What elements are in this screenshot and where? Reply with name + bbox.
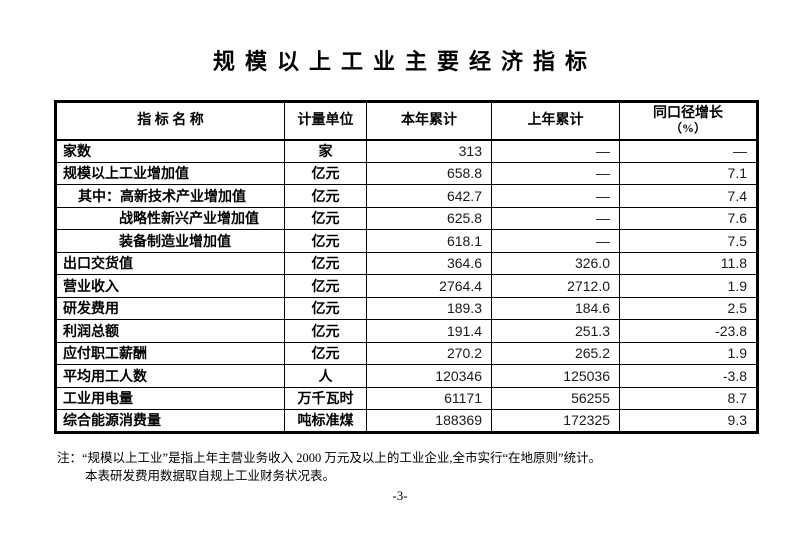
previous-year-cell: 2712.0 <box>491 274 620 298</box>
table-row: 家数 家 313 — — <box>55 139 758 163</box>
growth-rate-cell: -23.8 <box>619 319 758 343</box>
header-unit: 计量单位 <box>284 101 367 141</box>
growth-rate-cell: 7.4 <box>619 184 758 208</box>
growth-rate-cell: -3.8 <box>619 364 758 388</box>
previous-year-cell: — <box>491 139 620 163</box>
header-current-year: 本年累计 <box>366 101 492 141</box>
table-body: 家数 家 313 — — 规模以上工业增加值 亿元 658.8 — 7.1 其中… <box>55 139 758 433</box>
table-row: 出口交货值 亿元 364.6 326.0 11.8 <box>55 251 758 275</box>
table-row: 营业收入 亿元 2764.4 2712.0 1.9 <box>55 274 758 298</box>
unit-cell: 亿元 <box>284 341 367 365</box>
current-year-cell: 189.3 <box>366 296 492 320</box>
growth-rate-cell: 7.1 <box>619 161 758 185</box>
unit-cell: 亿元 <box>284 184 367 208</box>
table-row: 其中：高新技术产业增加值 亿元 642.7 — 7.4 <box>55 184 758 208</box>
previous-year-cell: — <box>491 161 620 185</box>
unit-cell: 亿元 <box>284 319 367 343</box>
indicator-name-cell: 其中：高新技术产业增加值 <box>55 184 285 208</box>
table-row: 装备制造业增加值 亿元 618.1 — 7.5 <box>55 229 758 253</box>
indicator-name-cell: 利润总额 <box>55 319 285 343</box>
growth-rate-cell: 2.5 <box>619 296 758 320</box>
unit-cell: 亿元 <box>284 274 367 298</box>
current-year-cell: 188369 <box>366 409 492 433</box>
unit-cell: 吨标准煤 <box>284 409 367 433</box>
unit-cell: 亿元 <box>284 206 367 230</box>
indicator-name-cell: 战略性新兴产业增加值 <box>55 206 285 230</box>
page-title: 规模以上工业主要经济指标 <box>212 49 597 74</box>
unit-cell: 亿元 <box>284 229 367 253</box>
footnote-line-2: 本表研发费用数据取自规上工业财务状况表。 <box>85 469 336 483</box>
header-growth-rate: 同口径增长 （%） <box>619 101 758 141</box>
page-number: -3- <box>392 488 408 503</box>
unit-cell: 亿元 <box>284 296 367 320</box>
indicator-name-cell: 平均用工人数 <box>55 364 285 388</box>
header-growth-percent: （%） <box>669 120 706 135</box>
indicators-table: 指 标 名 称 计量单位 本年累计 上年累计 同口径增长 （%） 家数 家 31… <box>54 100 759 434</box>
previous-year-cell: 172325 <box>491 409 620 433</box>
unit-cell: 家 <box>284 139 367 163</box>
table-row: 战略性新兴产业增加值 亿元 625.8 — 7.6 <box>55 206 758 230</box>
table-row: 研发费用 亿元 189.3 184.6 2.5 <box>55 296 758 320</box>
growth-rate-cell: — <box>619 139 758 163</box>
unit-cell: 亿元 <box>284 251 367 275</box>
current-year-cell: 61171 <box>366 386 492 410</box>
current-year-cell: 625.8 <box>366 206 492 230</box>
current-year-cell: 2764.4 <box>366 274 492 298</box>
growth-rate-cell: 7.5 <box>619 229 758 253</box>
table-row: 应付职工薪酬 亿元 270.2 265.2 1.9 <box>55 341 758 365</box>
indicator-name-cell: 研发费用 <box>55 296 285 320</box>
growth-rate-cell: 9.3 <box>619 409 758 433</box>
current-year-cell: 270.2 <box>366 341 492 365</box>
previous-year-cell: 265.2 <box>491 341 620 365</box>
indicator-name-cell: 营业收入 <box>55 274 285 298</box>
current-year-cell: 642.7 <box>366 184 492 208</box>
current-year-cell: 364.6 <box>366 251 492 275</box>
previous-year-cell: — <box>491 206 620 230</box>
growth-rate-cell: 1.9 <box>619 274 758 298</box>
indicator-name-cell: 家数 <box>55 139 285 163</box>
table-row: 利润总额 亿元 191.4 251.3 -23.8 <box>55 319 758 343</box>
current-year-cell: 120346 <box>366 364 492 388</box>
table-row: 平均用工人数 人 120346 125036 -3.8 <box>55 364 758 388</box>
table-row: 综合能源消费量 吨标准煤 188369 172325 9.3 <box>55 409 758 433</box>
unit-cell: 亿元 <box>284 161 367 185</box>
growth-rate-cell: 7.6 <box>619 206 758 230</box>
indicator-name-cell: 出口交货值 <box>55 251 285 275</box>
indicator-name-cell: 装备制造业增加值 <box>55 229 285 253</box>
indicator-name-cell: 综合能源消费量 <box>55 409 285 433</box>
unit-cell: 人 <box>284 364 367 388</box>
footnotes: 注：“规模以上工业”是指上年主营业务收入 2000 万元及以上的工业企业,全市实… <box>57 449 757 485</box>
current-year-cell: 191.4 <box>366 319 492 343</box>
previous-year-cell: 184.6 <box>491 296 620 320</box>
header-indicator-name: 指 标 名 称 <box>55 101 285 141</box>
indicator-name-cell: 应付职工薪酬 <box>55 341 285 365</box>
current-year-cell: 618.1 <box>366 229 492 253</box>
previous-year-cell: 251.3 <box>491 319 620 343</box>
previous-year-cell: 326.0 <box>491 251 620 275</box>
footnote-line-1: 注：“规模以上工业”是指上年主营业务收入 2000 万元及以上的工业企业,全市实… <box>57 451 602 465</box>
current-year-cell: 658.8 <box>366 161 492 185</box>
growth-rate-cell: 1.9 <box>619 341 758 365</box>
header-previous-year: 上年累计 <box>491 101 620 141</box>
table-row: 工业用电量 万千瓦时 61171 56255 8.7 <box>55 386 758 410</box>
table-row: 规模以上工业增加值 亿元 658.8 — 7.1 <box>55 161 758 185</box>
unit-cell: 万千瓦时 <box>284 386 367 410</box>
table-header-row: 指 标 名 称 计量单位 本年累计 上年累计 同口径增长 （%） <box>55 101 758 141</box>
previous-year-cell: 125036 <box>491 364 620 388</box>
indicator-name-cell: 规模以上工业增加值 <box>55 161 285 185</box>
growth-rate-cell: 11.8 <box>619 251 758 275</box>
previous-year-cell: 56255 <box>491 386 620 410</box>
indicator-name-cell: 工业用电量 <box>55 386 285 410</box>
previous-year-cell: — <box>491 184 620 208</box>
previous-year-cell: — <box>491 229 620 253</box>
current-year-cell: 313 <box>366 139 492 163</box>
header-growth-label: 同口径增长 <box>653 105 723 121</box>
growth-rate-cell: 8.7 <box>619 386 758 410</box>
